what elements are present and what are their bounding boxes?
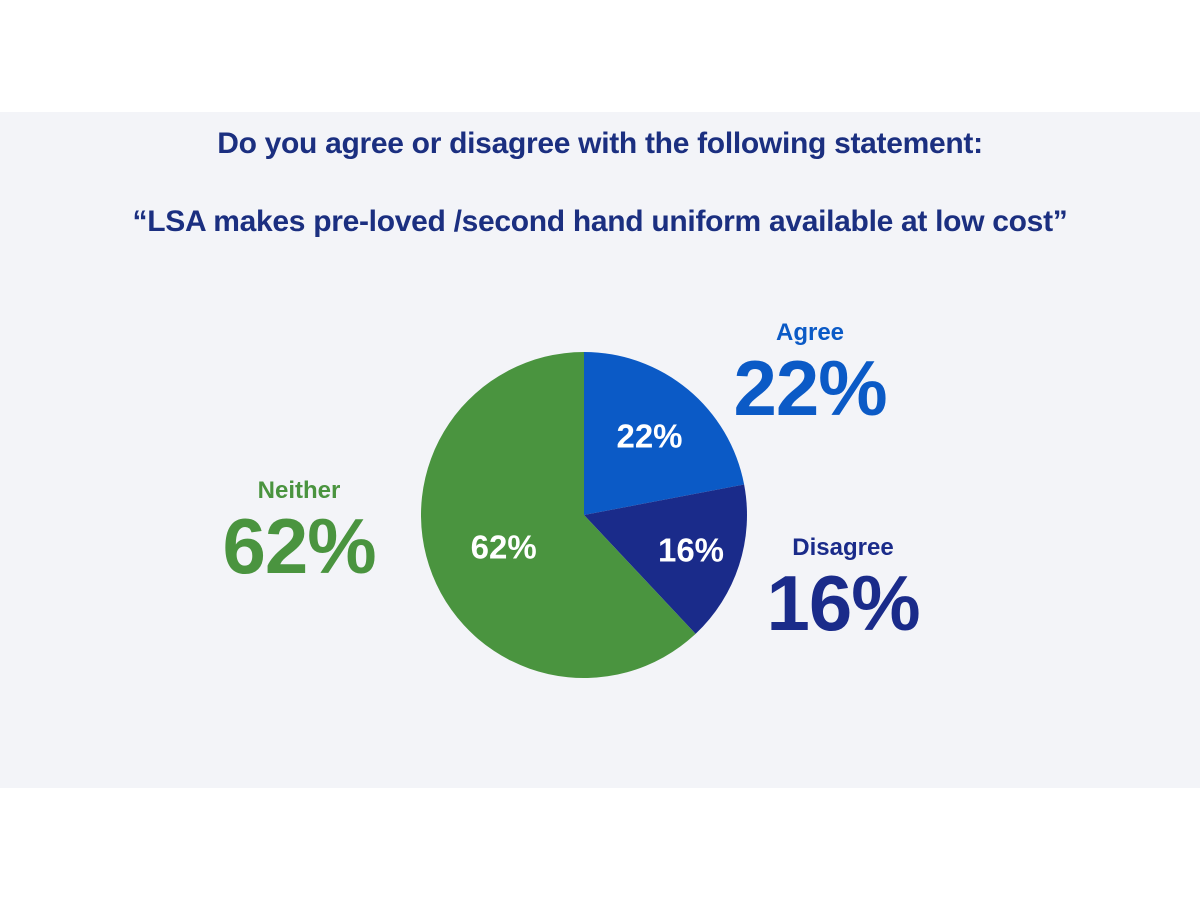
callout-neither-value: 62% <box>222 502 376 590</box>
pie-slice-agree <box>584 352 745 515</box>
callout-neither: Neither 62% <box>189 476 409 585</box>
pie-chart: 22% 16% 62% <box>421 352 747 678</box>
chart-title-line2: “LSA makes pre-loved /second hand unifor… <box>132 205 1068 238</box>
pie-slice-disagree-inner-label: 16% <box>658 531 724 568</box>
pie-slice-neither <box>421 352 696 678</box>
callout-agree-label: Agree <box>775 319 845 346</box>
callout-neither-label: Neither <box>257 477 341 504</box>
callout-disagree: Disagree 16% <box>733 533 953 642</box>
pie-slice-neither-inner-label: 62% <box>471 528 537 565</box>
chart-title-line1: Do you agree or disagree with the follow… <box>217 127 983 160</box>
callout-disagree-label: Disagree <box>792 534 894 561</box>
callout-disagree-value: 16% <box>766 559 920 647</box>
pie-slice-agree-inner-label: 22% <box>616 417 682 454</box>
callout-agree: Agree 22% <box>700 318 920 427</box>
chart-title: Do you agree or disagree with the follow… <box>0 125 1200 240</box>
callout-agree-value: 22% <box>733 344 887 432</box>
pie-slice-disagree <box>584 484 747 634</box>
